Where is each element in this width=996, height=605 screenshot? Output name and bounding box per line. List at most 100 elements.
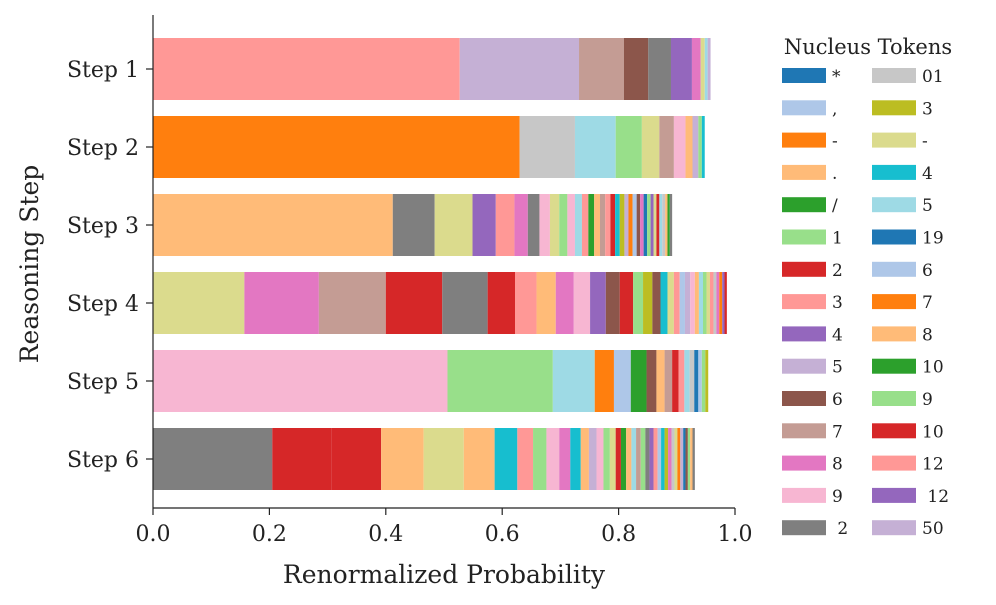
bar-segment-step4-22 bbox=[690, 272, 695, 334]
x-ticks-group: 0.0 0.2 0.4 0.6 0.8 1.0 bbox=[136, 508, 753, 547]
bar-segment-step6-34 bbox=[680, 428, 684, 490]
bar-segment-step4-28 bbox=[713, 272, 717, 334]
bar-segment-step3-3 bbox=[434, 194, 473, 256]
legend-label: 4 bbox=[922, 164, 933, 184]
legend-label: 10 bbox=[922, 422, 944, 442]
bar-segment-step3-33 bbox=[665, 194, 668, 256]
y-tick-label: Step 1 bbox=[67, 58, 139, 83]
legend-swatch bbox=[872, 197, 916, 213]
legend-swatch bbox=[782, 487, 826, 503]
legend-swatch bbox=[782, 132, 826, 148]
bar-segment-step5-11 bbox=[678, 350, 685, 412]
bar-segment-step5-10 bbox=[672, 350, 679, 412]
bar-segment-step1-3 bbox=[579, 38, 624, 100]
legend-swatch bbox=[872, 261, 916, 277]
bar-segment-step5-4 bbox=[594, 350, 614, 412]
legend-label: 3 bbox=[832, 293, 843, 313]
bar-segment-step4-26 bbox=[706, 272, 710, 334]
y-axis-title: Reasoning Step bbox=[15, 165, 44, 364]
bar-segment-step4-6 bbox=[487, 272, 515, 334]
bar-segment-step4-4 bbox=[385, 272, 443, 334]
legend-label: 6 bbox=[832, 390, 843, 410]
bar-segment-step6-17 bbox=[609, 428, 616, 490]
bar-segment-step3-18 bbox=[610, 194, 616, 256]
bar-segment-step3-34 bbox=[667, 194, 670, 256]
bar-segment-step3-14 bbox=[588, 194, 595, 256]
bar-segment-step4-16 bbox=[652, 272, 661, 334]
bar-segment-step3-24 bbox=[636, 194, 641, 256]
y-tick-label: Step 6 bbox=[67, 448, 139, 473]
bar-segment-step6-24 bbox=[645, 428, 650, 490]
bar-segment-step4-23 bbox=[694, 272, 699, 334]
legend-swatch bbox=[782, 423, 826, 439]
legend-swatch bbox=[872, 520, 916, 536]
bar-segment-step5-2 bbox=[447, 350, 553, 412]
bar-segment-step6-36 bbox=[685, 428, 688, 490]
legend-label: - bbox=[832, 132, 838, 152]
legend-label: / bbox=[832, 196, 838, 216]
bar-segment-step5-17 bbox=[705, 350, 709, 412]
legend-title: Nucleus Tokens bbox=[784, 35, 952, 59]
legend-label: 12 bbox=[922, 455, 944, 475]
bar-segment-step6-33 bbox=[677, 428, 681, 490]
legend-swatch bbox=[782, 261, 826, 277]
bar-segment-step6-26 bbox=[653, 428, 658, 490]
legend-label: 01 bbox=[922, 67, 944, 87]
bar-segment-step5-3 bbox=[552, 350, 595, 412]
bar-segment-step3-6 bbox=[514, 194, 528, 256]
bar-segment-step6-23 bbox=[640, 428, 646, 490]
bar-segment-step5-1 bbox=[153, 350, 448, 412]
bar-segment-step2-11 bbox=[701, 116, 705, 178]
bar-segment-step4-11 bbox=[590, 272, 606, 334]
bar-segment-step6-15 bbox=[596, 428, 604, 490]
legend-swatch bbox=[872, 100, 916, 116]
bar-segment-step6-27 bbox=[657, 428, 662, 490]
bar-segment-step6-35 bbox=[683, 428, 686, 490]
bar-segment-step6-30 bbox=[668, 428, 672, 490]
x-axis-title: Renormalized Probability bbox=[283, 560, 606, 589]
bar-segment-step4-12 bbox=[605, 272, 620, 334]
legend-swatch bbox=[782, 294, 826, 310]
bar-segment-step6-29 bbox=[664, 428, 669, 490]
bar-segment-step6-21 bbox=[631, 428, 637, 490]
bar-segment-step3-28 bbox=[650, 194, 654, 256]
bar-segment-step1-2 bbox=[459, 38, 580, 100]
bar-segment-step3-22 bbox=[628, 194, 633, 256]
x-tick-label: 0.0 bbox=[136, 522, 171, 547]
bar-segment-step3-19 bbox=[615, 194, 620, 256]
bar-segment-step6-8 bbox=[517, 428, 534, 490]
bar-segment-step3-4 bbox=[472, 194, 496, 256]
legend-swatch bbox=[872, 326, 916, 342]
bar-segment-step3-12 bbox=[574, 194, 582, 256]
legend-label: 19 bbox=[922, 229, 944, 249]
legend-swatch bbox=[782, 229, 826, 245]
legend-swatch bbox=[782, 100, 826, 116]
bar-segment-step4-1 bbox=[153, 272, 245, 334]
bar-segment-step6-11 bbox=[559, 428, 571, 490]
bar-segment-step2-9 bbox=[692, 116, 699, 178]
bar-segment-step3-25 bbox=[640, 194, 644, 256]
x-tick-label: 0.8 bbox=[601, 522, 636, 547]
bar-segment-step6-2 bbox=[272, 428, 332, 490]
legend-swatch bbox=[872, 487, 916, 503]
legend-label: , bbox=[832, 99, 837, 119]
bar-segment-step6-6 bbox=[463, 428, 495, 490]
legend-label: 9 bbox=[832, 487, 843, 507]
legend-label: . bbox=[832, 164, 837, 184]
bar-segment-step1-6 bbox=[670, 38, 692, 100]
bar-segment-step4-21 bbox=[684, 272, 691, 334]
bar-segment-step4-31 bbox=[722, 272, 725, 334]
x-tick-label: 0.4 bbox=[368, 522, 403, 547]
bar-segment-step2-1 bbox=[153, 116, 520, 178]
legend-swatch bbox=[872, 68, 916, 83]
bar-segment-step4-3 bbox=[318, 272, 386, 334]
bar-segment-step6-16 bbox=[603, 428, 610, 490]
legend-swatch bbox=[782, 358, 826, 374]
legend-swatch bbox=[782, 455, 826, 471]
bar-segment-step6-18 bbox=[615, 428, 621, 490]
legend-swatch bbox=[872, 455, 916, 471]
legend-swatch bbox=[872, 423, 916, 439]
bar-segment-step6-12 bbox=[570, 428, 581, 490]
x-tick-label: 0.6 bbox=[485, 522, 520, 547]
